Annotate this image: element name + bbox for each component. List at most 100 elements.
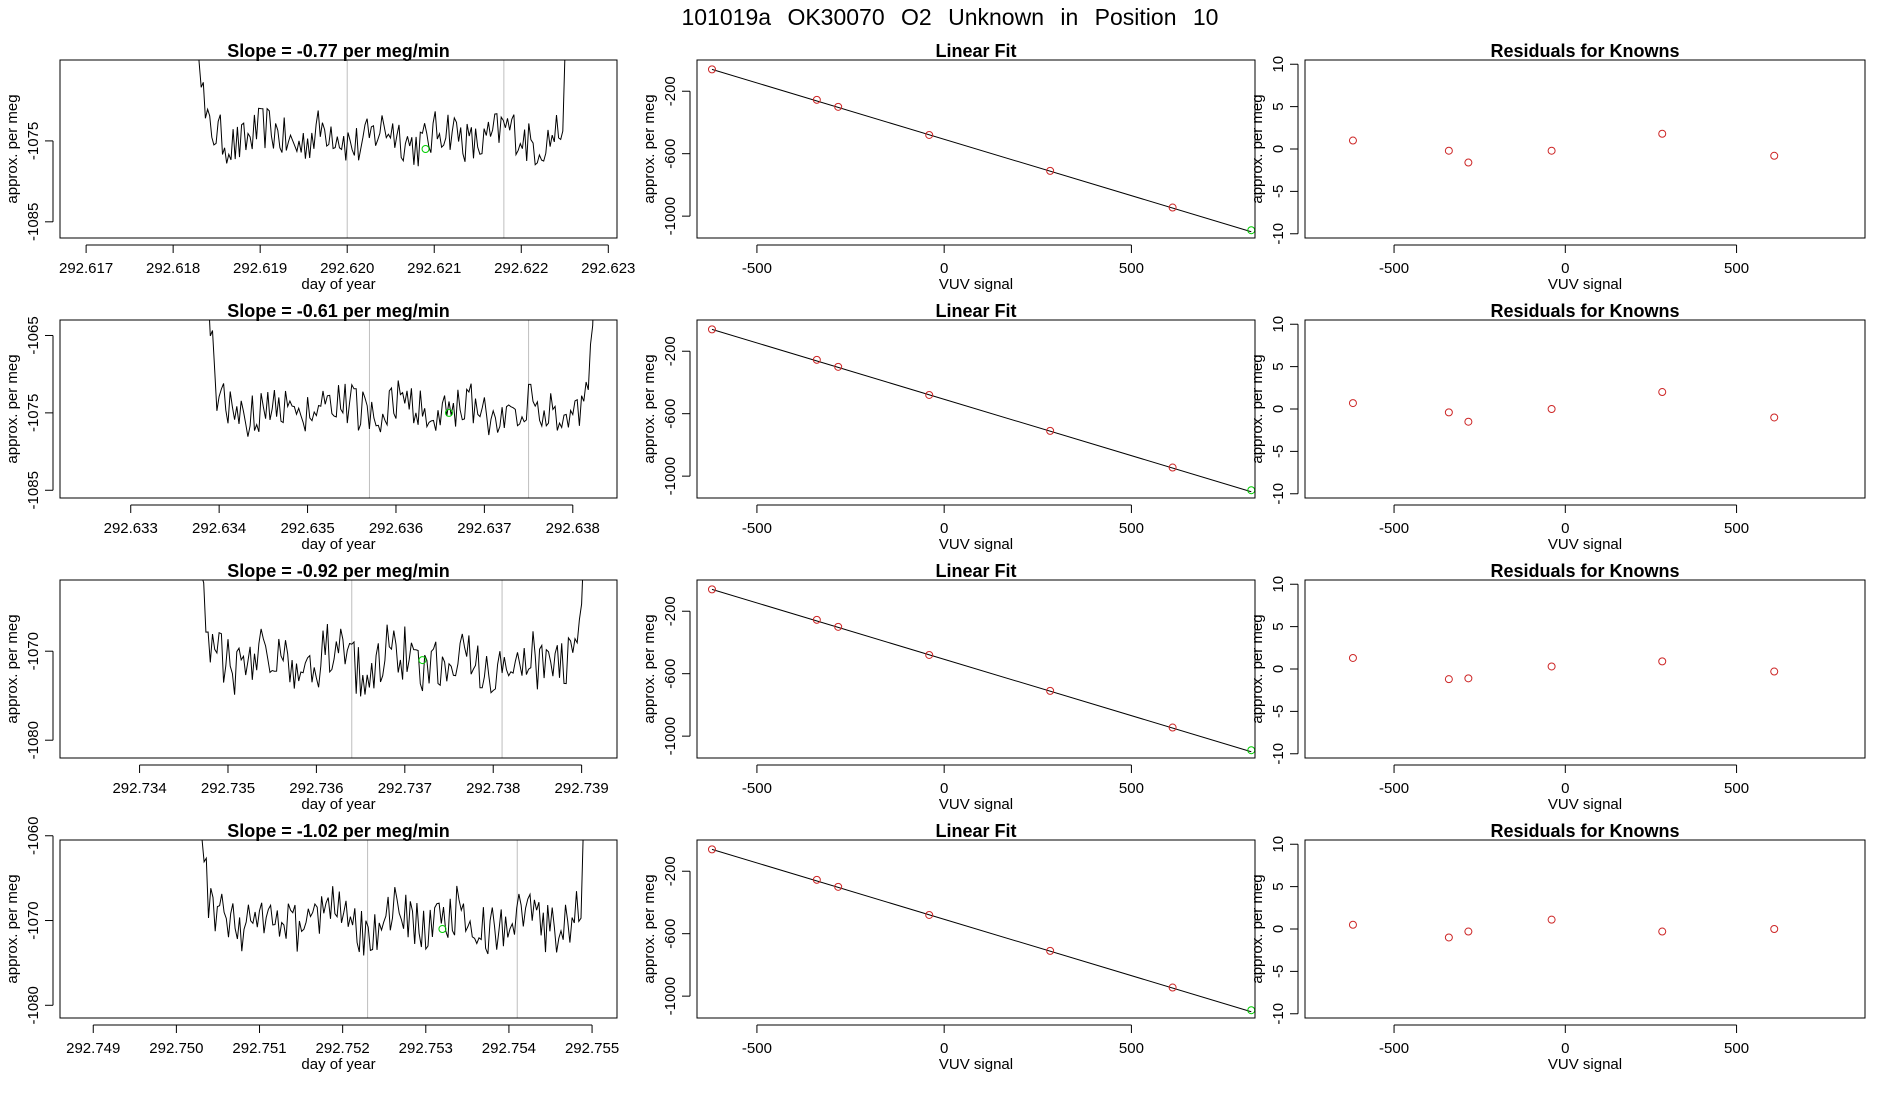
r1-residuals-residual-point [1348, 399, 1357, 408]
r3-linear-fit-y-label: approx. per meg [641, 874, 658, 983]
r1-linear-fit-known-point [1046, 426, 1055, 435]
r3-time-series-frame [59, 839, 618, 1019]
r1-residuals-x-label: VUV signal [1548, 536, 1622, 553]
r3-residuals-y-tick-label: 5 [1270, 882, 1287, 890]
r1-linear-fit-x-label: VUV signal [939, 536, 1013, 553]
r3-residuals-x-label: VUV signal [1548, 1056, 1622, 1073]
r3-linear-fit-known-point [812, 875, 821, 884]
r0-time-series-x-tick-label: 292.618 [146, 260, 200, 277]
r2-residuals-x-tick-label: 0 [1561, 780, 1569, 797]
r2-linear-fit-known-point [1168, 723, 1177, 732]
r3-residuals-y-tick-label: 0 [1270, 925, 1287, 933]
r0-residuals-y-tick-label: -5 [1270, 185, 1287, 198]
r2-time-series-x-label: day of year [301, 796, 375, 813]
r3-time-series-x-tick-label: 292.752 [316, 1040, 370, 1057]
r3-time-series-x-tick-label: 292.751 [232, 1040, 286, 1057]
r1-residuals-y-tick-label: 5 [1270, 362, 1287, 370]
r1-time-series-y-tick-label: -1065 [25, 316, 42, 354]
r2-time-series-x-tick-label: 292.738 [466, 780, 520, 797]
r0-time-series-y-tick-label: -1075 [25, 122, 42, 160]
r1-time-series-x-tick-label: 292.634 [192, 520, 246, 537]
r3-linear-fit-known-point [1046, 946, 1055, 955]
r0-time-series-x-label: day of year [301, 276, 375, 293]
r1-linear-fit-y-label: approx. per meg [641, 354, 658, 463]
r1-time-series-x-tick-label: 292.638 [546, 520, 600, 537]
r0-residuals-y-tick-label: 10 [1270, 56, 1287, 73]
r2-residuals-y-tick-label: -5 [1270, 705, 1287, 718]
r1-residuals-residual-point [1547, 405, 1556, 413]
r0-time-series-x-tick-label: 292.619 [233, 260, 287, 277]
r1-residuals-y-label: approx. per meg [1249, 354, 1266, 463]
r2-residuals-title: Residuals for Knowns [1490, 561, 1679, 581]
r3-time-series-unknown-point [438, 925, 447, 933]
r3-residuals-y-tick-label: -10 [1270, 1003, 1287, 1025]
r3-time-series-y-tick-label: -1080 [25, 986, 42, 1024]
r2-time-series-x-tick-label: 292.739 [555, 780, 609, 797]
r3-linear-fit-x-tick-label: -500 [742, 1040, 772, 1057]
r2-time-series-x-tick-label: 292.736 [289, 780, 343, 797]
r3-linear-fit-known-point [834, 882, 843, 891]
r2-time-series-frame [59, 579, 618, 759]
r2-linear-fit-known-point [1046, 686, 1055, 695]
r1-time-series-x-tick-label: 292.635 [280, 520, 334, 537]
r1-residuals-y-tick-label: -5 [1270, 445, 1287, 458]
r2-linear-fit-known-point [925, 650, 934, 659]
r2-residuals-y-tick-label: -10 [1270, 743, 1287, 765]
r2-linear-fit-x-tick-label: 0 [940, 780, 948, 797]
r1-residuals-y-tick-label: 0 [1270, 405, 1287, 413]
r3-time-series-y-label: approx. per meg [4, 874, 21, 983]
r3-residuals-frame [1304, 839, 1866, 1019]
r0-linear-fit-y-tick-label: -600 [662, 139, 679, 169]
r0-residuals-x-tick-label: 500 [1724, 260, 1749, 277]
r1-linear-fit-known-point [812, 355, 821, 364]
r3-linear-fit-unknown-point [1247, 1006, 1256, 1015]
r2-linear-fit-x-tick-label: 500 [1119, 780, 1144, 797]
r2-residuals-y-tick-label: 5 [1270, 622, 1287, 630]
r2-time-series-unknown-point [418, 656, 427, 665]
r3-linear-fit-y-tick-label: -200 [662, 856, 679, 886]
r1-residuals-residual-point [1464, 417, 1473, 426]
r0-residuals-residual-point [1658, 129, 1667, 138]
r1-linear-fit-frame [696, 319, 1256, 499]
r3-residuals-residual-point [1658, 927, 1667, 936]
r1-time-series-x-tick-label: 292.633 [104, 520, 158, 537]
r3-residuals-x-tick-label: 500 [1724, 1040, 1749, 1057]
r3-linear-fit-x-tick-label: 500 [1119, 1040, 1144, 1057]
r3-time-series-x-tick-label: 292.755 [565, 1040, 619, 1057]
r1-residuals-frame [1304, 319, 1866, 499]
r2-residuals-residual-point [1770, 667, 1779, 676]
r2-linear-fit-frame [696, 579, 1256, 759]
r3-linear-fit-fit-line [711, 848, 1252, 1013]
r0-linear-fit-known-point [925, 130, 934, 139]
r3-linear-fit-known-point [707, 845, 716, 854]
r1-time-series-title: Slope = -0.61 per meg/min [227, 301, 450, 321]
r1-time-series-y-label: approx. per meg [4, 354, 21, 463]
r0-linear-fit-known-point [707, 65, 716, 74]
r2-residuals-y-label: approx. per meg [1249, 614, 1266, 723]
r1-residuals-y-tick-label: -10 [1270, 483, 1287, 505]
r1-linear-fit-x-tick-label: 0 [940, 520, 948, 537]
r2-time-series-y-tick-label: -1080 [25, 721, 42, 759]
r0-linear-fit-known-point [1168, 203, 1177, 212]
r2-residuals-frame [1304, 579, 1866, 759]
r0-linear-fit-unknown-point [1247, 226, 1256, 235]
r0-residuals-x-tick-label: 0 [1561, 260, 1569, 277]
r0-linear-fit-fit-line [711, 68, 1252, 233]
r2-residuals-residual-point [1464, 674, 1473, 683]
r0-linear-fit-y-tick-label: -200 [662, 76, 679, 106]
r2-linear-fit-known-point [707, 585, 716, 594]
r1-residuals-x-tick-label: 0 [1561, 520, 1569, 537]
r0-linear-fit-y-tick-label: -1000 [662, 197, 679, 235]
r2-linear-fit-y-tick-label: -600 [662, 659, 679, 689]
r2-residuals-residual-point [1658, 657, 1667, 666]
r0-linear-fit-known-point [1046, 166, 1055, 175]
r2-linear-fit-y-tick-label: -200 [662, 596, 679, 626]
r0-time-series-frame [59, 59, 618, 239]
r0-linear-fit-title: Linear Fit [935, 41, 1016, 61]
r0-time-series-x-tick-label: 292.620 [320, 260, 374, 277]
r1-residuals-residual-point [1658, 388, 1667, 397]
r2-linear-fit-x-label: VUV signal [939, 796, 1013, 813]
r1-linear-fit-unknown-point [1247, 486, 1256, 495]
r3-residuals-x-tick-label: -500 [1379, 1040, 1409, 1057]
